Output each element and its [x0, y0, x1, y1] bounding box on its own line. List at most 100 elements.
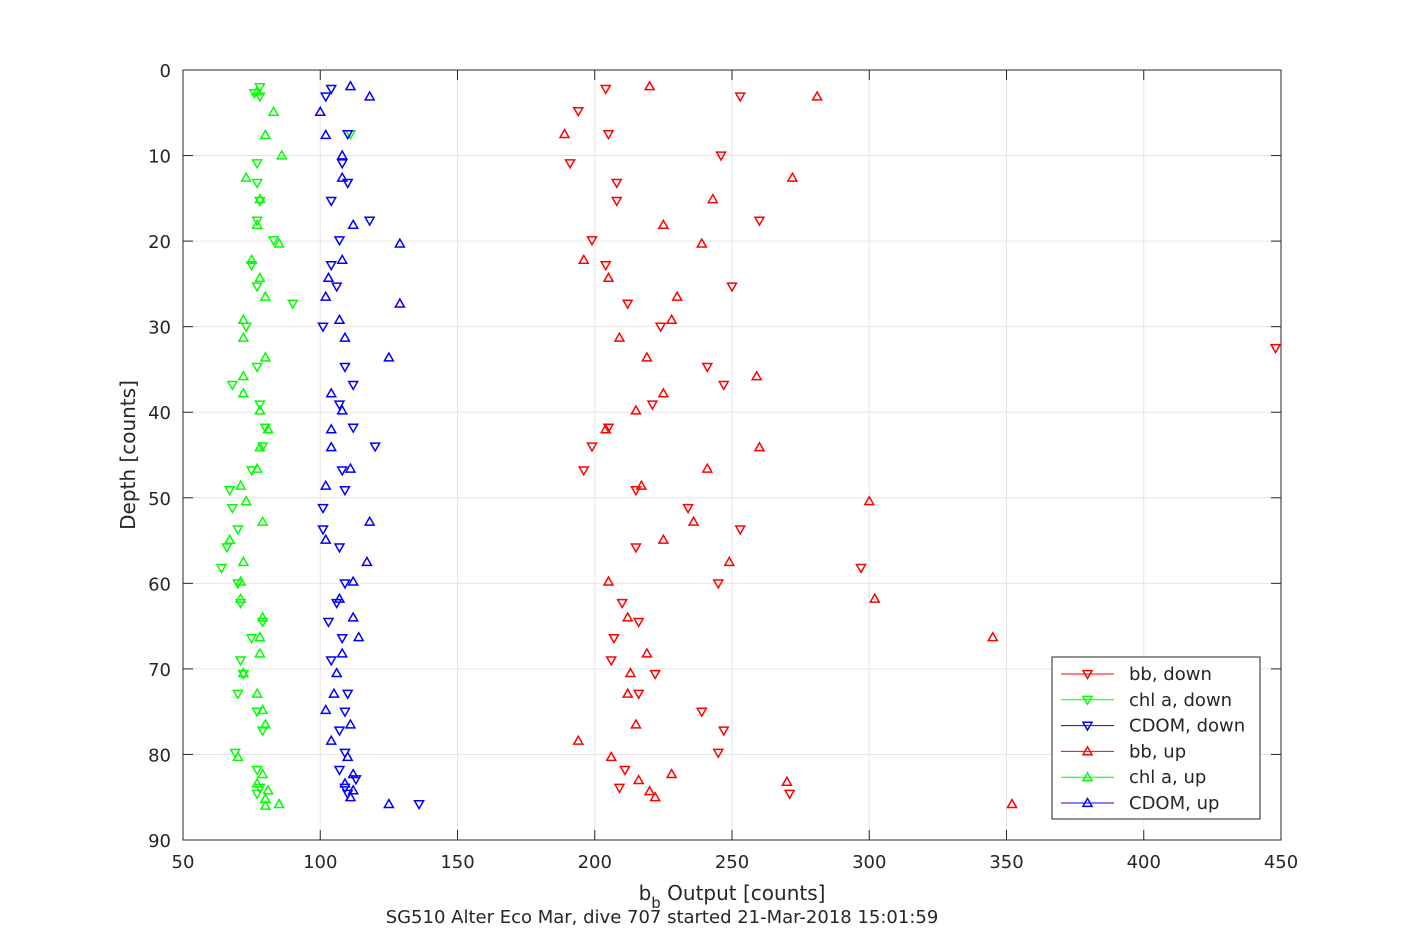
data-point — [632, 689, 645, 700]
legend-marker — [1081, 796, 1094, 808]
data-point — [646, 400, 659, 411]
data-point — [330, 598, 343, 610]
data-point — [325, 441, 338, 452]
series-3 — [558, 80, 1018, 809]
data-point — [330, 282, 343, 293]
data-point — [602, 575, 615, 586]
legend-label: chl a, down — [1129, 690, 1232, 711]
data-point — [336, 171, 349, 182]
data-point — [706, 193, 719, 204]
y-tick-label: 60 — [148, 574, 171, 595]
data-point — [712, 579, 725, 590]
data-point — [251, 687, 263, 698]
y-tick-label: 0 — [160, 61, 171, 82]
data-point — [701, 462, 714, 473]
data-point — [608, 633, 620, 645]
data-point — [333, 313, 346, 324]
data-point — [344, 791, 357, 802]
data-point — [273, 798, 285, 809]
data-point — [254, 647, 266, 658]
legend-marker — [1081, 695, 1094, 706]
data-point — [317, 322, 329, 333]
data-point — [251, 462, 263, 473]
data-point — [657, 218, 670, 229]
data-point — [256, 768, 269, 779]
data-point — [347, 784, 359, 795]
x-axis-ticks: 50 100 150 200 250 300 350 400 450 — [172, 70, 1298, 873]
data-point — [232, 525, 244, 536]
data-point — [245, 253, 258, 265]
data-point — [621, 611, 634, 622]
data-point — [226, 380, 239, 391]
y-tick-label: 80 — [148, 745, 171, 766]
series-2 — [317, 84, 425, 811]
data-point — [363, 515, 376, 526]
data-point — [251, 362, 263, 373]
data-point — [336, 404, 349, 415]
x-tick-label: 350 — [989, 852, 1023, 873]
data-point — [855, 563, 867, 574]
legend-marker — [1081, 771, 1094, 782]
data-point — [1006, 798, 1018, 809]
data-point — [319, 129, 332, 140]
data-point — [234, 598, 247, 610]
data-point — [413, 799, 425, 811]
data-point — [251, 159, 263, 170]
data-point — [245, 260, 258, 272]
data-points — [215, 80, 1282, 811]
data-point — [259, 799, 272, 810]
data-point — [717, 380, 730, 391]
data-point — [602, 271, 615, 283]
data-point — [586, 442, 598, 453]
data-point — [734, 525, 747, 536]
data-point — [657, 387, 670, 398]
data-point — [237, 667, 250, 678]
data-point — [259, 718, 272, 729]
data-point — [259, 351, 272, 362]
data-point — [696, 237, 708, 248]
data-point — [641, 647, 653, 658]
data-point — [613, 783, 626, 794]
data-point — [325, 260, 338, 272]
series-4 — [223, 85, 288, 810]
legend-label: bb, down — [1129, 664, 1212, 685]
data-point — [369, 442, 381, 453]
data-point — [564, 159, 576, 170]
legend-label: CDOM, up — [1129, 793, 1219, 814]
x-tick-label: 400 — [1127, 852, 1161, 873]
data-point — [630, 485, 642, 497]
data-point — [599, 260, 612, 272]
data-point — [248, 88, 261, 100]
legend-box — [1051, 656, 1261, 820]
data-point — [363, 216, 376, 227]
data-point — [783, 789, 796, 800]
y-axis-ticks: 0 10 20 30 40 50 60 70 80 90 — [148, 61, 1281, 852]
data-point — [341, 178, 354, 189]
data-point — [671, 290, 683, 301]
data-point — [333, 543, 346, 554]
data-point — [347, 768, 359, 779]
data-point — [811, 90, 823, 101]
data-point — [665, 313, 678, 324]
legend-marker — [1081, 745, 1094, 756]
data-point — [701, 362, 714, 373]
data-point — [339, 331, 351, 342]
data-point — [325, 734, 338, 745]
data-point — [319, 479, 332, 490]
data-point — [986, 631, 999, 642]
legend-label: chl a, up — [1129, 767, 1206, 788]
data-point — [696, 707, 708, 718]
legend-label: bb, up — [1129, 741, 1186, 762]
data-point — [325, 84, 338, 95]
data-point — [245, 633, 258, 645]
x-tick-label: 300 — [852, 852, 886, 873]
data-point — [726, 282, 738, 293]
x-axis-label-main: b — [639, 881, 652, 905]
data-point — [341, 750, 354, 762]
data-point — [630, 404, 642, 415]
data-point — [251, 85, 263, 96]
data-point — [339, 707, 351, 718]
y-tick-label: 40 — [148, 403, 171, 424]
data-point — [319, 703, 332, 715]
data-point — [330, 667, 343, 678]
